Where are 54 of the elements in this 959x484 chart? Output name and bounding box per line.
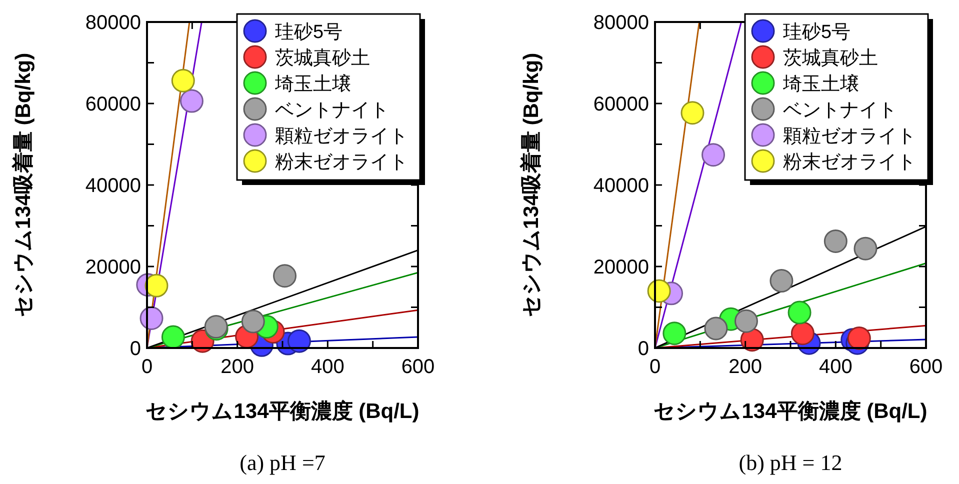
legend-label: 珪砂5号 (275, 22, 343, 43)
point (273, 264, 297, 288)
y-tick-label: 20000 (85, 256, 141, 278)
point (854, 236, 878, 260)
point (171, 68, 195, 92)
point (704, 316, 728, 340)
x-tick-label: 200 (220, 356, 254, 378)
point (824, 229, 848, 253)
legend-label: 粉末ゼオライト (783, 152, 916, 173)
point (647, 279, 671, 303)
legend-label: 茨城真砂土 (275, 48, 370, 69)
point (241, 310, 265, 334)
legend-label: 珪砂5号 (783, 22, 851, 43)
x-axis-title: セシウム134平衡濃度 (Bq/L) (146, 399, 420, 423)
y-tick-label: 60000 (85, 94, 141, 116)
x-axis-title: セシウム134平衡濃度 (Bq/L) (654, 399, 928, 423)
point (140, 306, 164, 330)
x-tick-label: 200 (728, 356, 762, 378)
y-tick-label: 80000 (85, 12, 141, 34)
y-tick-label: 0 (130, 338, 141, 360)
point (680, 101, 704, 125)
point (847, 326, 871, 350)
legend-label: 顆粒ゼオライト (783, 126, 916, 147)
legend-label: 顆粒ゼオライト (275, 126, 408, 147)
point (702, 143, 726, 167)
point (788, 300, 812, 324)
legend-label: 茨城真砂土 (783, 48, 878, 69)
legend-label: 埼玉土壌 (274, 73, 351, 95)
point (180, 89, 204, 113)
x-tick-label: 600 (909, 356, 943, 378)
y-tick-label: 20000 (593, 256, 649, 278)
text: (a) pH =7 (240, 450, 326, 475)
y-axis-title: セシウム134吸着量 (Bq/kg) (519, 52, 543, 318)
legend-label: ベントナイト (275, 100, 389, 121)
text: (b) pH = 12 (738, 450, 842, 475)
point (734, 309, 758, 333)
point (790, 322, 814, 346)
point (770, 269, 794, 293)
y-tick-label: 40000 (593, 175, 649, 197)
y-tick-label: 40000 (85, 175, 141, 197)
y-axis-title: セシウム134吸着量 (Bq/kg) (11, 52, 35, 318)
legend-label: 埼玉土壌 (782, 73, 859, 95)
y-tick-label: 0 (638, 338, 649, 360)
x-tick-label: 400 (818, 356, 852, 378)
legend-label: 粉末ゼオライト (275, 152, 408, 173)
y-tick-label: 60000 (593, 94, 649, 116)
legend-label: ベントナイト (783, 100, 897, 121)
x-tick-label: 400 (310, 356, 344, 378)
x-tick-label: 600 (401, 356, 435, 378)
y-tick-label: 80000 (593, 12, 649, 34)
point (144, 274, 168, 298)
point (662, 322, 686, 346)
point (161, 325, 185, 349)
point (287, 329, 311, 353)
